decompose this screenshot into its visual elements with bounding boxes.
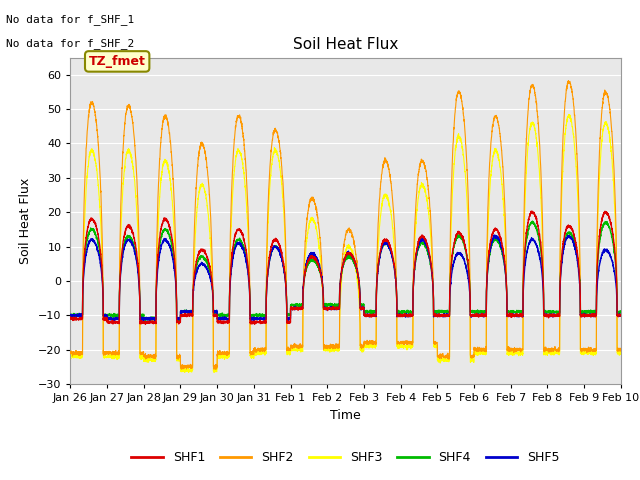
SHF1 bbox=[500, 254, 508, 260]
SHF1 bbox=[325, 305, 333, 311]
Title: Soil Heat Flux: Soil Heat Flux bbox=[293, 37, 398, 52]
X-axis label: Time: Time bbox=[330, 408, 361, 421]
SHF2 bbox=[438, 352, 446, 358]
SHF4 bbox=[325, 301, 333, 307]
SHF1 bbox=[438, 312, 446, 317]
Text: No data for f_SHF_1: No data for f_SHF_1 bbox=[6, 14, 134, 25]
Line: SHF2: SHF2 bbox=[70, 81, 621, 369]
SHF5 bbox=[146, 318, 154, 324]
SHF4 bbox=[469, 310, 477, 315]
SHF5 bbox=[67, 312, 74, 317]
SHF1 bbox=[617, 312, 625, 318]
Legend: SHF1, SHF2, SHF3, SHF4, SHF5: SHF1, SHF2, SHF3, SHF4, SHF5 bbox=[127, 446, 564, 469]
SHF3 bbox=[500, 211, 508, 217]
SHF2 bbox=[617, 346, 625, 352]
Text: TZ_fmet: TZ_fmet bbox=[89, 55, 146, 68]
SHF3 bbox=[616, 352, 624, 358]
SHF2 bbox=[500, 191, 508, 196]
SHF4 bbox=[67, 314, 74, 320]
SHF5 bbox=[500, 260, 508, 266]
SHF2 bbox=[211, 366, 219, 372]
SHF4 bbox=[616, 310, 624, 316]
Line: SHF3: SHF3 bbox=[70, 114, 621, 372]
SHF5 bbox=[617, 313, 625, 319]
SHF3 bbox=[185, 370, 193, 375]
SHF5 bbox=[325, 305, 333, 311]
SHF3 bbox=[325, 347, 333, 353]
SHF3 bbox=[469, 358, 477, 363]
SHF3 bbox=[565, 111, 573, 117]
SHF1 bbox=[616, 312, 624, 318]
SHF4 bbox=[500, 260, 508, 266]
SHF5 bbox=[166, 242, 173, 248]
SHF2 bbox=[166, 131, 173, 136]
SHF2 bbox=[67, 349, 74, 355]
SHF5 bbox=[438, 313, 446, 319]
SHF4 bbox=[529, 218, 536, 224]
SHF1 bbox=[528, 208, 536, 214]
SHF5 bbox=[616, 313, 624, 319]
SHF2 bbox=[469, 352, 477, 358]
SHF3 bbox=[67, 355, 74, 360]
SHF2 bbox=[616, 348, 624, 354]
SHF5 bbox=[490, 232, 498, 238]
Line: SHF4: SHF4 bbox=[70, 221, 621, 321]
SHF2 bbox=[325, 344, 333, 350]
SHF4 bbox=[166, 232, 173, 238]
SHF4 bbox=[438, 308, 446, 313]
SHF5 bbox=[469, 312, 477, 318]
SHF4 bbox=[617, 308, 625, 314]
SHF1 bbox=[469, 312, 477, 318]
Text: No data for f_SHF_2: No data for f_SHF_2 bbox=[6, 38, 134, 49]
SHF3 bbox=[438, 355, 446, 361]
SHF3 bbox=[617, 350, 625, 356]
SHF1 bbox=[166, 224, 173, 229]
SHF2 bbox=[564, 78, 572, 84]
Line: SHF1: SHF1 bbox=[70, 211, 621, 324]
Y-axis label: Soil Heat Flux: Soil Heat Flux bbox=[19, 178, 32, 264]
SHF1 bbox=[141, 322, 149, 327]
Line: SHF5: SHF5 bbox=[70, 235, 621, 321]
SHF1 bbox=[67, 314, 74, 320]
SHF4 bbox=[175, 318, 183, 324]
SHF3 bbox=[166, 170, 173, 176]
